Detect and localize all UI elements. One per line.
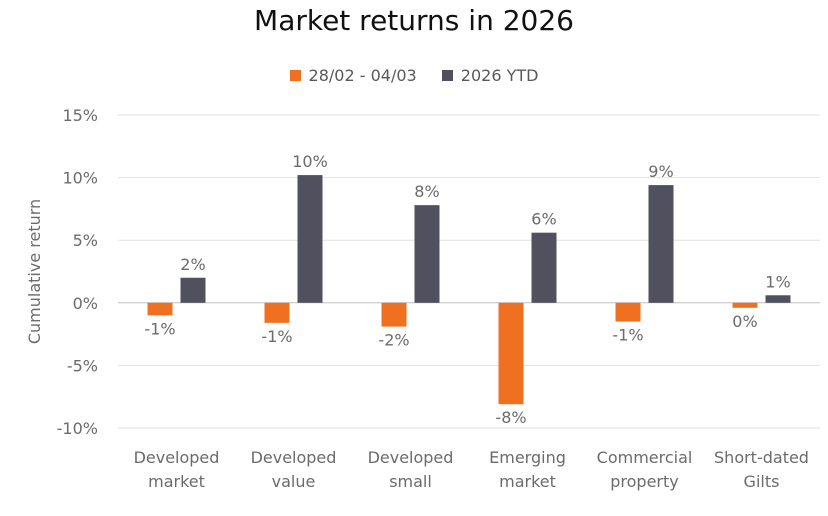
bar-weekly <box>615 302 641 322</box>
y-tick-label: 10% <box>62 169 98 188</box>
x-tick-label: Short-dated <box>714 448 809 467</box>
x-tick-label: Developed <box>368 448 454 467</box>
bar-weekly <box>498 302 524 405</box>
bar-weekly <box>732 302 758 308</box>
legend-label: 2026 YTD <box>460 66 539 85</box>
bar-weekly <box>381 302 407 327</box>
legend-swatch <box>289 70 301 81</box>
data-label: -1% <box>612 326 643 345</box>
x-tick-label: Emerging <box>489 448 566 467</box>
bar-ytd <box>180 277 206 303</box>
x-tick-label: Developed <box>251 448 337 467</box>
data-label: 10% <box>292 152 328 171</box>
legend-label: 28/02 - 04/03 <box>308 66 417 85</box>
x-tick-label: Developed <box>134 448 220 467</box>
x-tick-label: market <box>499 472 556 491</box>
data-label: 2% <box>180 255 205 274</box>
data-label: 1% <box>765 272 790 291</box>
y-tick-label: -10% <box>57 419 98 438</box>
legend-item-weekly: 28/02 - 04/03 <box>289 66 417 85</box>
y-tick-label: 0% <box>73 294 98 313</box>
bar-weekly <box>147 302 173 316</box>
bar-ytd <box>648 185 674 303</box>
chart-title: Market returns in 2026 <box>254 4 574 37</box>
data-label: -1% <box>261 327 292 346</box>
x-tick-label: small <box>389 472 432 491</box>
y-tick-label: 5% <box>73 231 98 250</box>
data-label: 6% <box>531 210 556 229</box>
legend-swatch <box>441 70 453 81</box>
data-label: -8% <box>495 408 526 427</box>
x-tick-label: market <box>148 472 205 491</box>
y-axis-label: Cumulative return <box>25 199 44 344</box>
data-label: -2% <box>378 331 409 350</box>
x-tick-label: value <box>272 472 316 491</box>
x-tick-label: property <box>610 472 679 491</box>
bar-ytd <box>297 175 323 303</box>
data-label: 0% <box>732 312 757 331</box>
bar-ytd <box>765 295 791 303</box>
x-tick-label: Gilts <box>744 472 780 491</box>
bar-ytd <box>531 232 557 303</box>
x-tick-label: Commercial <box>597 448 693 467</box>
legend: 28/02 - 04/03 2026 YTD <box>0 66 828 85</box>
data-label: 8% <box>414 182 439 201</box>
data-label: 9% <box>648 162 673 181</box>
bar-weekly <box>264 302 290 323</box>
data-label: -1% <box>144 319 175 338</box>
y-tick-label: -5% <box>67 356 98 375</box>
bar-ytd <box>414 205 440 303</box>
legend-item-ytd: 2026 YTD <box>441 66 539 85</box>
y-tick-label: 15% <box>62 106 98 125</box>
